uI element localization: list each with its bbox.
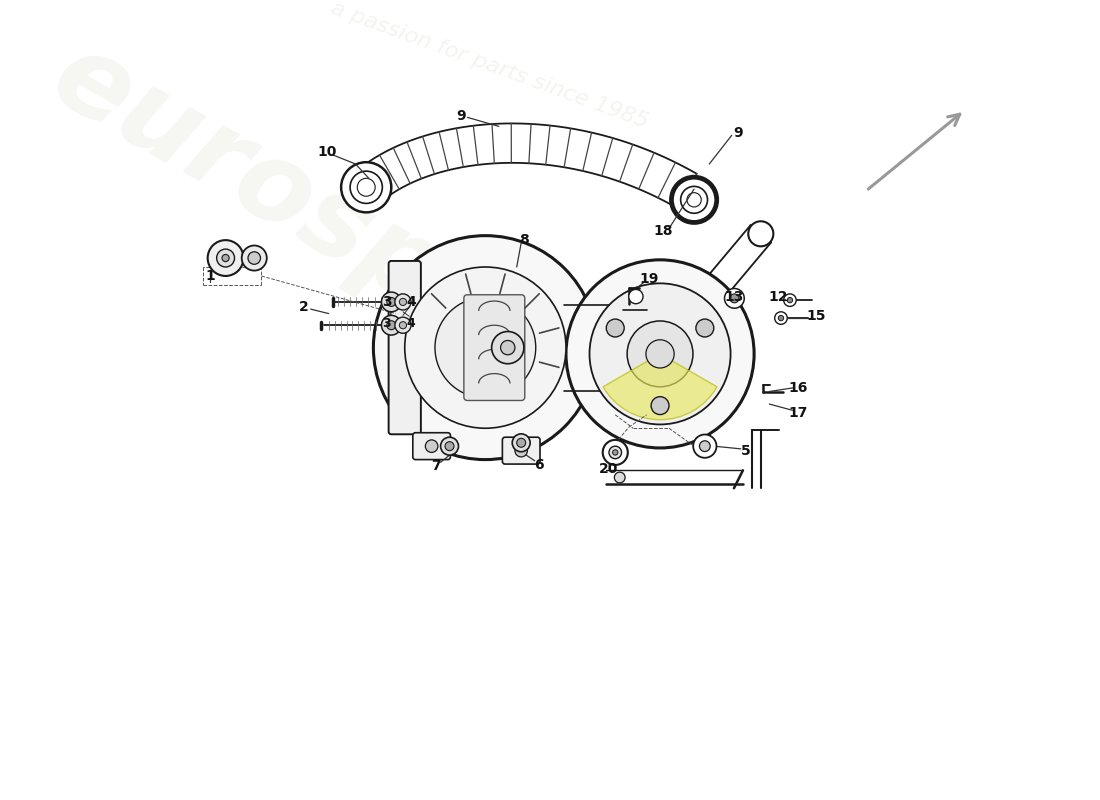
Text: 19: 19 (639, 272, 659, 286)
Circle shape (426, 440, 438, 453)
FancyBboxPatch shape (464, 294, 525, 401)
Text: 2: 2 (298, 300, 308, 314)
Wedge shape (603, 354, 717, 420)
Circle shape (434, 298, 536, 398)
Text: 15: 15 (806, 310, 826, 323)
Circle shape (672, 178, 716, 222)
Circle shape (748, 222, 773, 246)
Text: 17: 17 (789, 406, 807, 420)
Circle shape (382, 292, 402, 312)
Circle shape (606, 319, 624, 337)
FancyBboxPatch shape (388, 261, 421, 434)
Circle shape (774, 312, 788, 324)
Polygon shape (356, 123, 696, 208)
Circle shape (373, 236, 597, 459)
Circle shape (242, 246, 267, 270)
Text: 9: 9 (456, 109, 466, 122)
Circle shape (248, 252, 261, 264)
Circle shape (615, 472, 625, 483)
FancyBboxPatch shape (412, 433, 450, 459)
Circle shape (613, 450, 618, 455)
Circle shape (603, 440, 628, 465)
Text: 16: 16 (789, 381, 807, 395)
Circle shape (341, 162, 392, 212)
Circle shape (629, 290, 644, 304)
Text: 3: 3 (382, 295, 392, 309)
Circle shape (700, 441, 711, 451)
Circle shape (590, 283, 730, 425)
Circle shape (217, 249, 234, 267)
Text: a passion for parts since 1985: a passion for parts since 1985 (329, 0, 651, 132)
Text: 12: 12 (769, 290, 788, 303)
Circle shape (395, 294, 411, 310)
Circle shape (696, 319, 714, 337)
Text: 4: 4 (406, 295, 416, 309)
Text: 7: 7 (431, 459, 441, 473)
Circle shape (517, 438, 526, 447)
Text: 6: 6 (535, 458, 543, 472)
Circle shape (651, 397, 669, 414)
Circle shape (646, 340, 674, 368)
Circle shape (395, 317, 411, 334)
Circle shape (566, 260, 755, 448)
Text: 13: 13 (725, 290, 744, 303)
Circle shape (399, 322, 407, 329)
Circle shape (500, 341, 515, 354)
Circle shape (693, 434, 716, 458)
Circle shape (208, 240, 243, 276)
Circle shape (387, 321, 396, 330)
Circle shape (788, 298, 793, 303)
Circle shape (222, 254, 229, 262)
Circle shape (382, 315, 402, 335)
Text: 1: 1 (206, 269, 216, 283)
Circle shape (399, 298, 407, 306)
Text: 3: 3 (383, 317, 392, 330)
Text: 4: 4 (407, 317, 416, 330)
FancyBboxPatch shape (503, 437, 540, 464)
Circle shape (783, 294, 796, 306)
Circle shape (387, 298, 396, 306)
Text: 5: 5 (741, 444, 751, 458)
Circle shape (492, 331, 524, 364)
Text: eurospares: eurospares (33, 22, 695, 466)
Text: 9: 9 (734, 126, 742, 140)
Circle shape (446, 442, 454, 450)
Circle shape (441, 437, 459, 455)
Circle shape (779, 315, 783, 321)
Text: 18: 18 (653, 224, 673, 238)
Circle shape (725, 289, 745, 308)
Text: 8: 8 (519, 233, 529, 247)
Circle shape (405, 267, 566, 428)
Circle shape (627, 321, 693, 387)
Circle shape (513, 434, 530, 452)
Circle shape (609, 446, 622, 458)
Text: 20: 20 (600, 462, 618, 475)
Text: 10: 10 (317, 146, 337, 159)
Circle shape (730, 294, 739, 303)
Circle shape (515, 444, 528, 457)
